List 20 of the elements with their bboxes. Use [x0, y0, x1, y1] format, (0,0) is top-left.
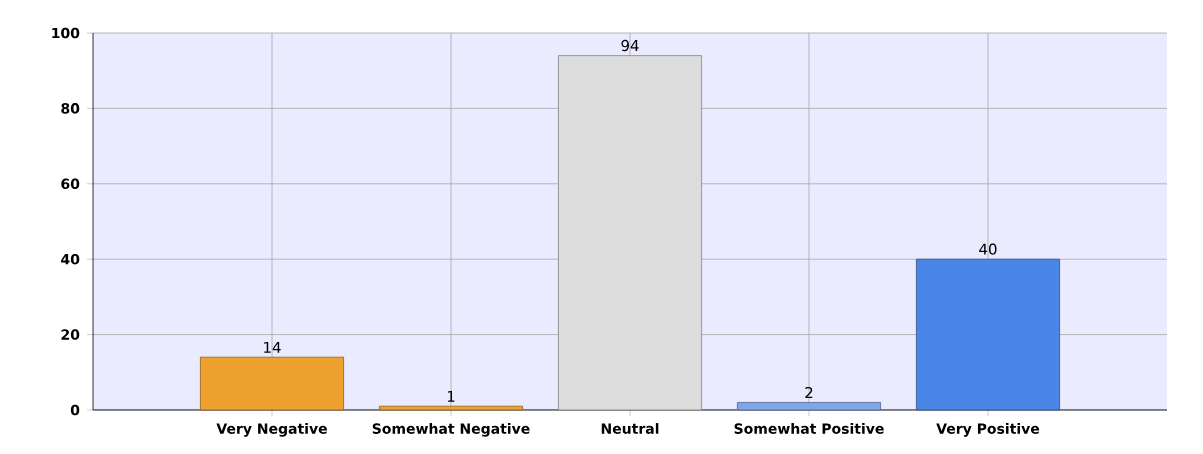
data-label: 2 [805, 386, 813, 399]
bar [737, 402, 881, 411]
data-label: 94 [621, 39, 639, 52]
y-tick-label: 40 [61, 253, 80, 265]
bar [200, 356, 345, 411]
x-tick-label: Very Negative [216, 423, 327, 437]
x-tick-label: Neutral [601, 423, 659, 434]
bar [915, 258, 1060, 411]
data-label: 40 [979, 243, 997, 255]
data-label: 14 [264, 341, 281, 353]
y-tick-label: 60 [61, 178, 80, 190]
bar [379, 405, 524, 411]
y-tick-label: 100 [52, 27, 80, 39]
data-label: 1 [447, 390, 455, 402]
x-tick-label: Somewhat Positive [734, 423, 884, 434]
y-tick-label: 80 [61, 103, 80, 114]
x-tick-label: Somewhat Negative [372, 423, 530, 437]
y-tick-label: 20 [61, 329, 80, 340]
x-tick-label: Very Positive [936, 423, 1040, 437]
y-tick-label: 0 [70, 404, 80, 416]
